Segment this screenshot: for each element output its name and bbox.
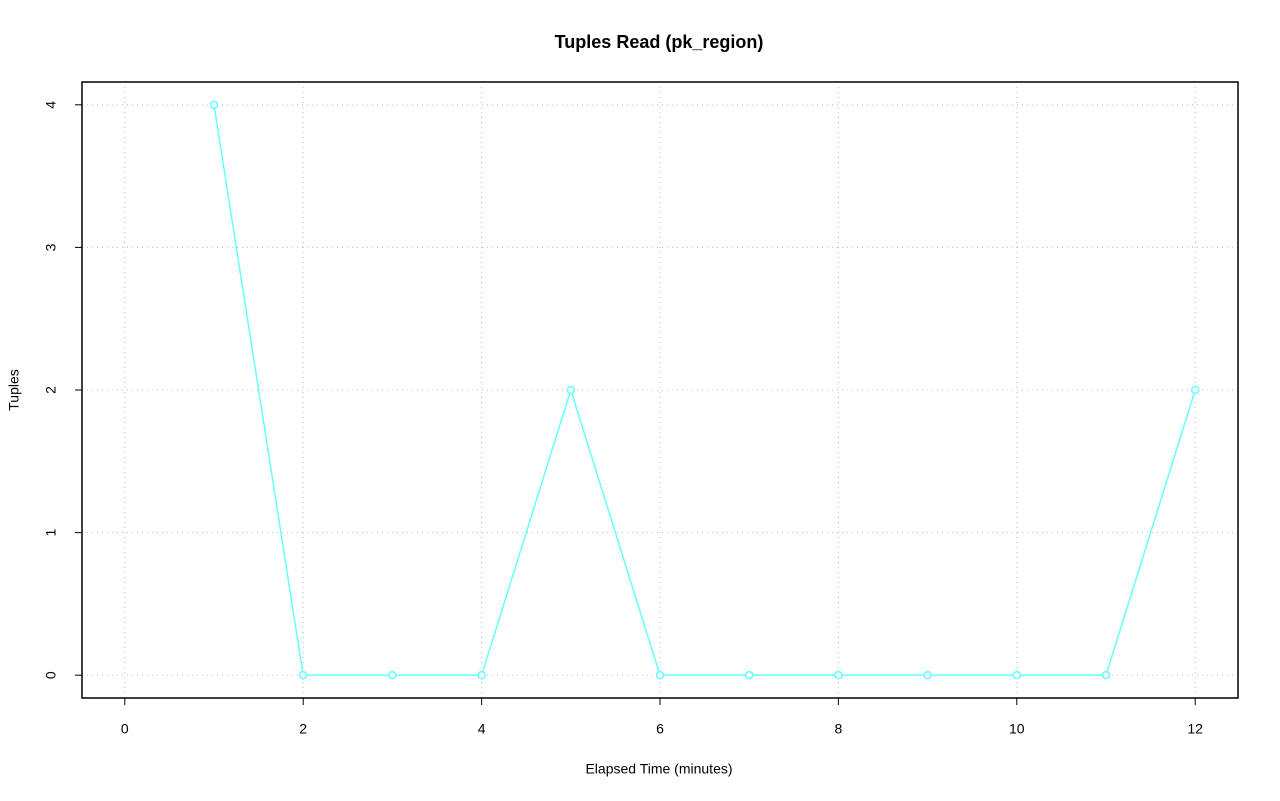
data-point [209,100,219,110]
data-point [834,670,843,680]
y-tick-label: 3 [43,243,59,251]
data-point [744,670,754,680]
data-point [655,670,665,680]
data-point [298,670,308,680]
y-tick-label: 0 [43,671,59,679]
y-axis-label: Tuples [6,369,22,411]
y-tick-label: 2 [43,386,59,394]
y-tick-label: 4 [43,101,59,109]
x-tick-label: 6 [656,721,664,737]
chart-title: Tuples Read (pk_region) [555,32,764,52]
x-axis-label: Elapsed Time (minutes) [585,761,732,777]
x-tick-label: 8 [834,721,842,737]
x-tick-label: 0 [121,721,129,737]
x-tick-label: 2 [299,721,307,737]
plot-frame [81,81,1239,699]
y-tick-label: 1 [43,528,59,536]
data-point [923,670,932,680]
data-point [388,670,397,680]
data-point [1012,670,1022,680]
x-tick-label: 12 [1187,721,1203,737]
data-point [1101,670,1111,680]
data-line [213,104,1196,676]
data-point [477,670,486,680]
x-tick-label: 4 [478,721,486,737]
x-tick-label: 10 [1009,721,1025,737]
data-point [566,385,576,395]
data-point [1190,385,1200,395]
